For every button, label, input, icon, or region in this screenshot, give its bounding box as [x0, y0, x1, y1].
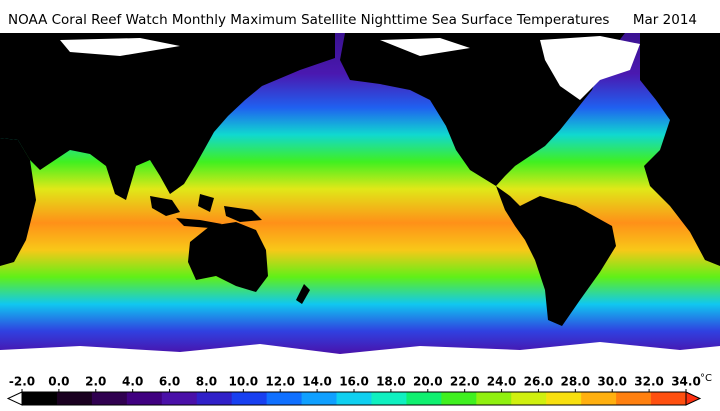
colorbar-tick-label: 34.0	[671, 375, 701, 389]
colorbar-swatch	[476, 392, 512, 405]
colorbar-swatch	[336, 392, 372, 405]
colorbar-swatch	[511, 392, 547, 405]
colorbar-tick-label: 26.0	[524, 375, 554, 389]
colorbar-high-arrow	[685, 391, 702, 406]
colorbar-swatch	[266, 392, 303, 405]
colorbar-low-arrow	[6, 391, 23, 406]
colorbar-tick-label: 6.0	[159, 375, 180, 389]
colorbar-swatch	[301, 392, 338, 405]
colorbar-tick-label: 28.0	[561, 375, 591, 389]
colorbar-unit: °C	[700, 373, 712, 384]
colorbar-swatch	[231, 392, 268, 405]
colorbar-swatch	[56, 392, 93, 405]
colorbar-swatch	[406, 392, 442, 405]
colorbar-swatch	[126, 392, 163, 405]
colorbar-swatch	[22, 392, 58, 405]
colorbar-tick-label: 10.0	[229, 375, 259, 389]
colorbar-swatch	[581, 392, 617, 405]
colorbar-tick-label: 16.0	[339, 375, 369, 389]
colorbar-tick-label: 32.0	[634, 375, 664, 389]
colorbar-swatch	[91, 392, 128, 405]
colorbar-swatch	[616, 392, 652, 405]
colorbar-tick-label: 12.0	[265, 375, 295, 389]
colorbar-tick-label: 2.0	[85, 375, 106, 389]
colorbar-swatch	[196, 392, 233, 405]
map	[0, 33, 720, 372]
map-title: NOAA Coral Reef Watch Monthly Maximum Sa…	[8, 12, 609, 28]
colorbar-tick-label: 14.0	[302, 375, 332, 389]
colorbar-swatch	[651, 392, 687, 405]
colorbar-tick-label: -2.0	[9, 375, 35, 389]
colorbar-tick-label: 30.0	[597, 375, 627, 389]
colorbar-tick-label: 0.0	[48, 375, 69, 389]
colorbar-swatch	[546, 392, 582, 405]
colorbar-swatch	[161, 392, 198, 405]
colorbar-swatch	[371, 392, 407, 405]
colorbar-tick-label: 20.0	[413, 375, 443, 389]
colorbar-tick-label: 22.0	[450, 375, 480, 389]
colorbar: -2.0 0.0 2.0 4.0 6.0 8.0 10.0 12.0 14.0 16.0 18.0 2…	[6, 373, 712, 406]
colorbar-tick-label: 18.0	[376, 375, 406, 389]
colorbar-swatch	[441, 392, 477, 405]
colorbar-tick-label: 24.0	[487, 375, 517, 389]
colorbar-tick-label: 4.0	[122, 375, 143, 389]
ice	[0, 36, 720, 372]
colorbar-tick-label: 8.0	[196, 375, 217, 389]
map-date: Mar 2014	[633, 12, 697, 28]
